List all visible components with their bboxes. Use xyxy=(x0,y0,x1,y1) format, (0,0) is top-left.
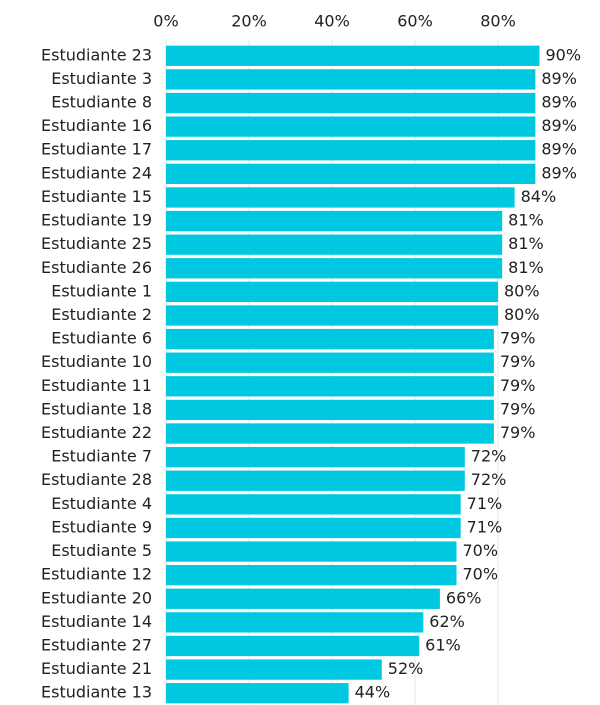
x-tick-label: 0% xyxy=(153,12,178,31)
x-tick-label: 80% xyxy=(480,12,516,31)
value-label: 79% xyxy=(500,399,536,418)
value-label: 71% xyxy=(467,517,503,536)
y-tick-label: Estudiante 25 xyxy=(41,234,152,253)
value-label: 89% xyxy=(541,140,577,159)
bar xyxy=(166,352,494,373)
y-tick-label: Estudiante 19 xyxy=(41,211,152,230)
bar xyxy=(166,659,382,680)
bar xyxy=(166,234,503,255)
bar xyxy=(166,494,461,515)
y-tick-label: Estudiante 27 xyxy=(41,635,152,654)
y-tick-label: Estudiante 24 xyxy=(41,163,152,182)
value-label: 72% xyxy=(471,470,507,489)
bar xyxy=(166,588,440,609)
y-tick-label: Estudiante 8 xyxy=(51,93,152,112)
y-tick-label: Estudiante 5 xyxy=(51,541,152,560)
bar xyxy=(166,423,494,444)
y-tick-label: Estudiante 12 xyxy=(41,565,152,584)
bar xyxy=(166,92,536,114)
value-label: 79% xyxy=(500,423,536,442)
y-tick-label: Estudiante 18 xyxy=(41,399,152,418)
y-tick-label: Estudiante 6 xyxy=(51,329,152,348)
y-tick-label: Estudiante 22 xyxy=(41,423,152,442)
value-label: 81% xyxy=(508,258,544,277)
bar xyxy=(166,116,536,137)
value-label: 62% xyxy=(429,612,465,631)
value-label: 44% xyxy=(355,683,391,702)
y-tick-label: Estudiante 4 xyxy=(51,494,152,513)
value-label: 80% xyxy=(504,305,540,324)
bar xyxy=(166,399,494,421)
y-tick-label: Estudiante 2 xyxy=(51,305,152,324)
value-label: 80% xyxy=(504,281,540,300)
y-tick-label: Estudiante 9 xyxy=(51,517,152,536)
value-label: 70% xyxy=(463,541,499,560)
value-label: 89% xyxy=(541,93,577,112)
bar xyxy=(166,305,498,326)
y-tick-label: Estudiante 11 xyxy=(41,376,152,395)
bar xyxy=(166,140,536,161)
x-tick-label: 40% xyxy=(314,12,350,31)
value-label: 89% xyxy=(541,116,577,135)
y-tick-label: Estudiante 10 xyxy=(41,352,152,371)
bar xyxy=(166,258,503,279)
value-label: 61% xyxy=(425,635,461,654)
y-tick-label: Estudiante 28 xyxy=(41,470,152,489)
bar xyxy=(166,517,461,539)
bar xyxy=(166,683,349,704)
y-tick-label: Estudiante 7 xyxy=(51,447,152,466)
y-tick-label: Estudiante 16 xyxy=(41,116,152,135)
y-tick-label: Estudiante 21 xyxy=(41,659,152,678)
y-tick-label: Estudiante 20 xyxy=(41,588,152,607)
value-label: 89% xyxy=(541,163,577,182)
bar xyxy=(166,446,465,468)
x-tick-label: 20% xyxy=(231,12,267,31)
bar xyxy=(166,69,536,90)
bar xyxy=(166,281,498,303)
y-tick-label: Estudiante 1 xyxy=(51,281,152,300)
x-tick-label: 60% xyxy=(397,12,433,31)
value-label: 81% xyxy=(508,234,544,253)
value-label: 79% xyxy=(500,352,536,371)
y-tick-label: Estudiante 15 xyxy=(41,187,152,206)
y-tick-label: Estudiante 13 xyxy=(41,683,152,702)
y-tick-label: Estudiante 14 xyxy=(41,612,152,631)
y-tick-label: Estudiante 23 xyxy=(41,45,152,64)
value-label: 66% xyxy=(446,588,482,607)
value-label: 79% xyxy=(500,329,536,348)
y-tick-label: Estudiante 26 xyxy=(41,258,152,277)
value-label: 71% xyxy=(467,494,503,513)
value-label: 90% xyxy=(546,45,582,64)
value-label: 89% xyxy=(541,69,577,88)
value-label: 70% xyxy=(463,565,499,584)
bar xyxy=(166,635,420,657)
value-label: 84% xyxy=(521,187,557,206)
bar xyxy=(166,163,536,184)
bar xyxy=(166,470,465,491)
bar xyxy=(166,45,540,66)
bar xyxy=(166,565,457,586)
bar xyxy=(166,376,494,397)
bar xyxy=(166,187,515,208)
value-label: 52% xyxy=(388,659,424,678)
value-label: 81% xyxy=(508,211,544,230)
bar xyxy=(166,612,424,633)
bar xyxy=(166,541,457,562)
bar xyxy=(166,210,503,232)
y-tick-label: Estudiante 3 xyxy=(51,69,152,88)
bar xyxy=(166,328,494,350)
value-label: 72% xyxy=(471,447,507,466)
value-label: 79% xyxy=(500,376,536,395)
y-tick-label: Estudiante 17 xyxy=(41,140,152,159)
